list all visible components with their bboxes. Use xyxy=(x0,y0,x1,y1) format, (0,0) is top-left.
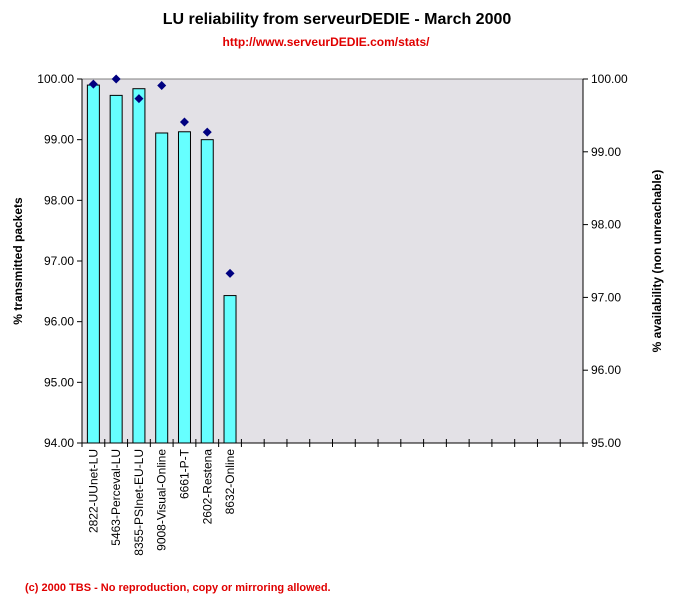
x-tick-label: 5463-Perceval-LU xyxy=(109,449,123,546)
y2-axis-label: % availability (non unreachable) xyxy=(650,170,664,353)
y2-tick-label: 95.00 xyxy=(591,436,621,450)
y-tick-label: 95.00 xyxy=(44,375,74,389)
y2-tick-label: 96.00 xyxy=(591,363,621,377)
bar xyxy=(177,131,191,444)
bar xyxy=(132,88,146,444)
y2-tick-label: 100.00 xyxy=(591,72,628,86)
x-tick-label: 6661-P-T xyxy=(177,448,191,499)
y2-tick-label: 99.00 xyxy=(591,145,621,159)
bar xyxy=(86,84,100,444)
bar xyxy=(109,94,123,444)
y-tick-label: 97.00 xyxy=(44,254,74,268)
x-tick-label: 8632-Online xyxy=(223,449,237,515)
availability-point xyxy=(134,94,144,104)
x-tick-label: 8355-PSInet-EU-LU xyxy=(132,449,146,556)
footer-copyright: (c) 2000 TBS - No reproduction, copy or … xyxy=(25,582,331,594)
y-tick-label: 98.00 xyxy=(44,193,74,207)
availability-point xyxy=(157,81,167,91)
bar xyxy=(200,139,214,444)
x-tick-label: 2602-Restena xyxy=(200,449,214,525)
availability-point xyxy=(225,268,235,278)
x-tick-label: 9008-Visual-Online xyxy=(155,449,169,551)
y-axis-label: % transmitted packets xyxy=(11,197,25,325)
y-tick-label: 100.00 xyxy=(37,72,74,86)
availability-point xyxy=(179,117,189,127)
y-tick-label: 99.00 xyxy=(44,133,74,147)
availability-point xyxy=(88,79,98,89)
bar xyxy=(155,132,169,444)
y-tick-label: 94.00 xyxy=(44,436,74,450)
availability-point xyxy=(111,74,121,84)
bar xyxy=(223,295,237,444)
chart-title: LU reliability from serveurDEDIE - March… xyxy=(163,11,512,28)
y-tick-label: 96.00 xyxy=(44,315,74,329)
y2-tick-label: 97.00 xyxy=(591,290,621,304)
x-tick-label: 2822-UUnet-LU xyxy=(86,449,100,533)
y2-tick-label: 98.00 xyxy=(591,218,621,232)
availability-point xyxy=(202,127,212,137)
chart-subtitle: http://www.serveurDEDIE.com/stats/ xyxy=(223,35,431,49)
